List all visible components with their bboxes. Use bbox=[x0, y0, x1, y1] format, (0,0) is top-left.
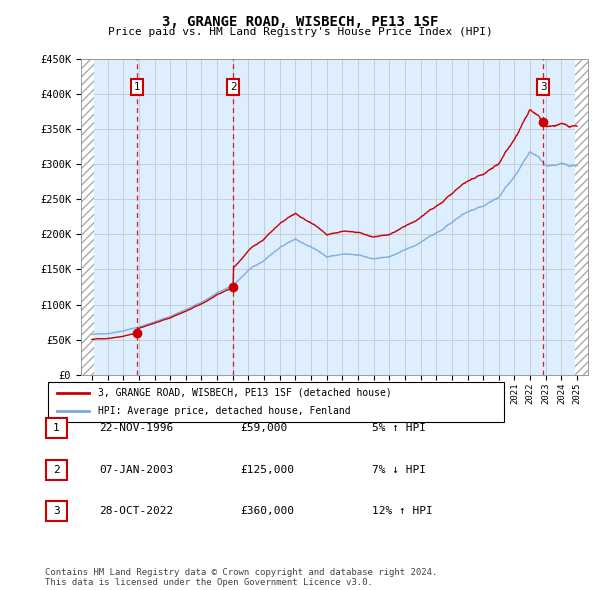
Text: £360,000: £360,000 bbox=[240, 506, 294, 516]
Text: 2: 2 bbox=[230, 82, 236, 92]
Text: 2: 2 bbox=[53, 465, 60, 474]
Text: 22-NOV-1996: 22-NOV-1996 bbox=[99, 424, 173, 433]
Text: 1: 1 bbox=[53, 424, 60, 433]
FancyBboxPatch shape bbox=[48, 382, 504, 422]
Text: 28-OCT-2022: 28-OCT-2022 bbox=[99, 506, 173, 516]
FancyBboxPatch shape bbox=[46, 418, 67, 438]
Text: 7% ↓ HPI: 7% ↓ HPI bbox=[372, 465, 426, 474]
FancyBboxPatch shape bbox=[46, 460, 67, 480]
Text: 1: 1 bbox=[134, 82, 140, 92]
FancyBboxPatch shape bbox=[46, 501, 67, 521]
Text: 5% ↑ HPI: 5% ↑ HPI bbox=[372, 424, 426, 433]
Text: 3: 3 bbox=[540, 82, 547, 92]
Text: Price paid vs. HM Land Registry's House Price Index (HPI): Price paid vs. HM Land Registry's House … bbox=[107, 27, 493, 37]
Text: Contains HM Land Registry data © Crown copyright and database right 2024.
This d: Contains HM Land Registry data © Crown c… bbox=[45, 568, 437, 587]
Bar bbox=[575, 59, 590, 375]
Text: HPI: Average price, detached house, Fenland: HPI: Average price, detached house, Fenl… bbox=[98, 406, 351, 416]
Text: 3: 3 bbox=[53, 506, 60, 516]
Text: 07-JAN-2003: 07-JAN-2003 bbox=[99, 465, 173, 474]
Text: £59,000: £59,000 bbox=[240, 424, 287, 433]
Text: £125,000: £125,000 bbox=[240, 465, 294, 474]
Text: 3, GRANGE ROAD, WISBECH, PE13 1SF: 3, GRANGE ROAD, WISBECH, PE13 1SF bbox=[162, 15, 438, 29]
Text: 3, GRANGE ROAD, WISBECH, PE13 1SF (detached house): 3, GRANGE ROAD, WISBECH, PE13 1SF (detac… bbox=[98, 388, 392, 398]
Text: 12% ↑ HPI: 12% ↑ HPI bbox=[372, 506, 433, 516]
Bar bbox=[81, 59, 94, 375]
